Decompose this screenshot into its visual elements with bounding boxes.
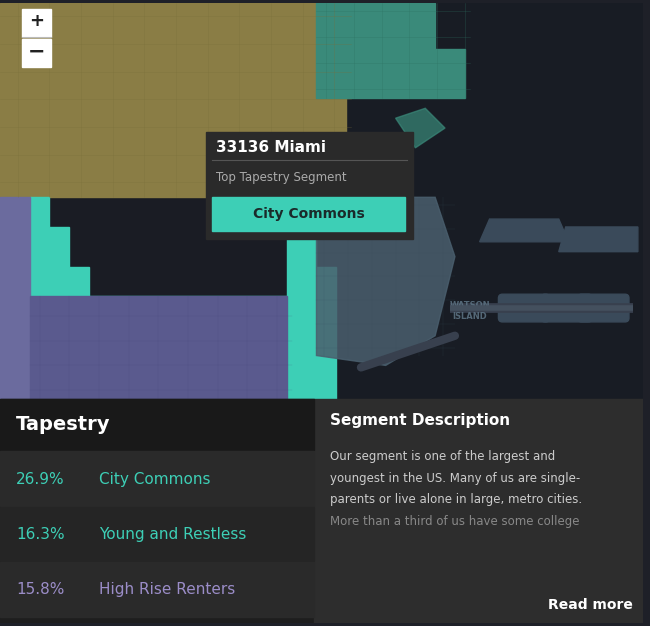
Text: City Commons: City Commons: [253, 207, 365, 221]
FancyBboxPatch shape: [0, 507, 315, 562]
FancyBboxPatch shape: [315, 399, 643, 622]
Text: More than a third of us have some college: More than a third of us have some colleg…: [330, 515, 580, 528]
Text: youngest in the US. Many of us are single-: youngest in the US. Many of us are singl…: [330, 471, 580, 485]
Text: Tapestry: Tapestry: [16, 415, 110, 434]
FancyBboxPatch shape: [21, 39, 51, 67]
Text: 26.9%: 26.9%: [16, 471, 64, 486]
FancyBboxPatch shape: [205, 132, 413, 239]
FancyBboxPatch shape: [541, 294, 592, 322]
FancyBboxPatch shape: [499, 294, 550, 322]
Text: 33136 Miami: 33136 Miami: [216, 140, 326, 155]
Polygon shape: [559, 227, 638, 252]
FancyBboxPatch shape: [0, 562, 315, 617]
FancyBboxPatch shape: [0, 399, 315, 451]
Text: 16.3%: 16.3%: [16, 527, 64, 542]
Polygon shape: [317, 4, 465, 98]
Text: parents or live alone in large, metro cities.: parents or live alone in large, metro ci…: [330, 493, 582, 506]
Polygon shape: [317, 197, 455, 366]
Text: +: +: [29, 13, 44, 30]
Bar: [317, 4, 643, 399]
Polygon shape: [480, 219, 569, 242]
Text: −: −: [28, 42, 46, 62]
Text: High Rise Renters: High Rise Renters: [99, 582, 235, 597]
Polygon shape: [30, 296, 287, 399]
Text: WATSON
ISLAND: WATSON ISLAND: [449, 301, 490, 321]
Text: Top Tapestry Segment: Top Tapestry Segment: [216, 171, 346, 184]
Bar: [0, 4, 643, 399]
Polygon shape: [396, 108, 445, 148]
Polygon shape: [0, 197, 30, 399]
Polygon shape: [30, 197, 336, 399]
Text: 15.8%: 15.8%: [16, 582, 64, 597]
Text: Our segment is one of the largest and: Our segment is one of the largest and: [330, 450, 556, 463]
FancyBboxPatch shape: [0, 399, 315, 622]
FancyBboxPatch shape: [578, 294, 629, 322]
Text: Young and Restless: Young and Restless: [99, 527, 246, 542]
FancyBboxPatch shape: [0, 451, 315, 506]
FancyBboxPatch shape: [212, 197, 406, 231]
Text: Read more: Read more: [548, 598, 633, 612]
Polygon shape: [0, 4, 346, 197]
Text: Segment Description: Segment Description: [330, 413, 510, 428]
FancyBboxPatch shape: [21, 9, 51, 37]
Text: City Commons: City Commons: [99, 471, 211, 486]
